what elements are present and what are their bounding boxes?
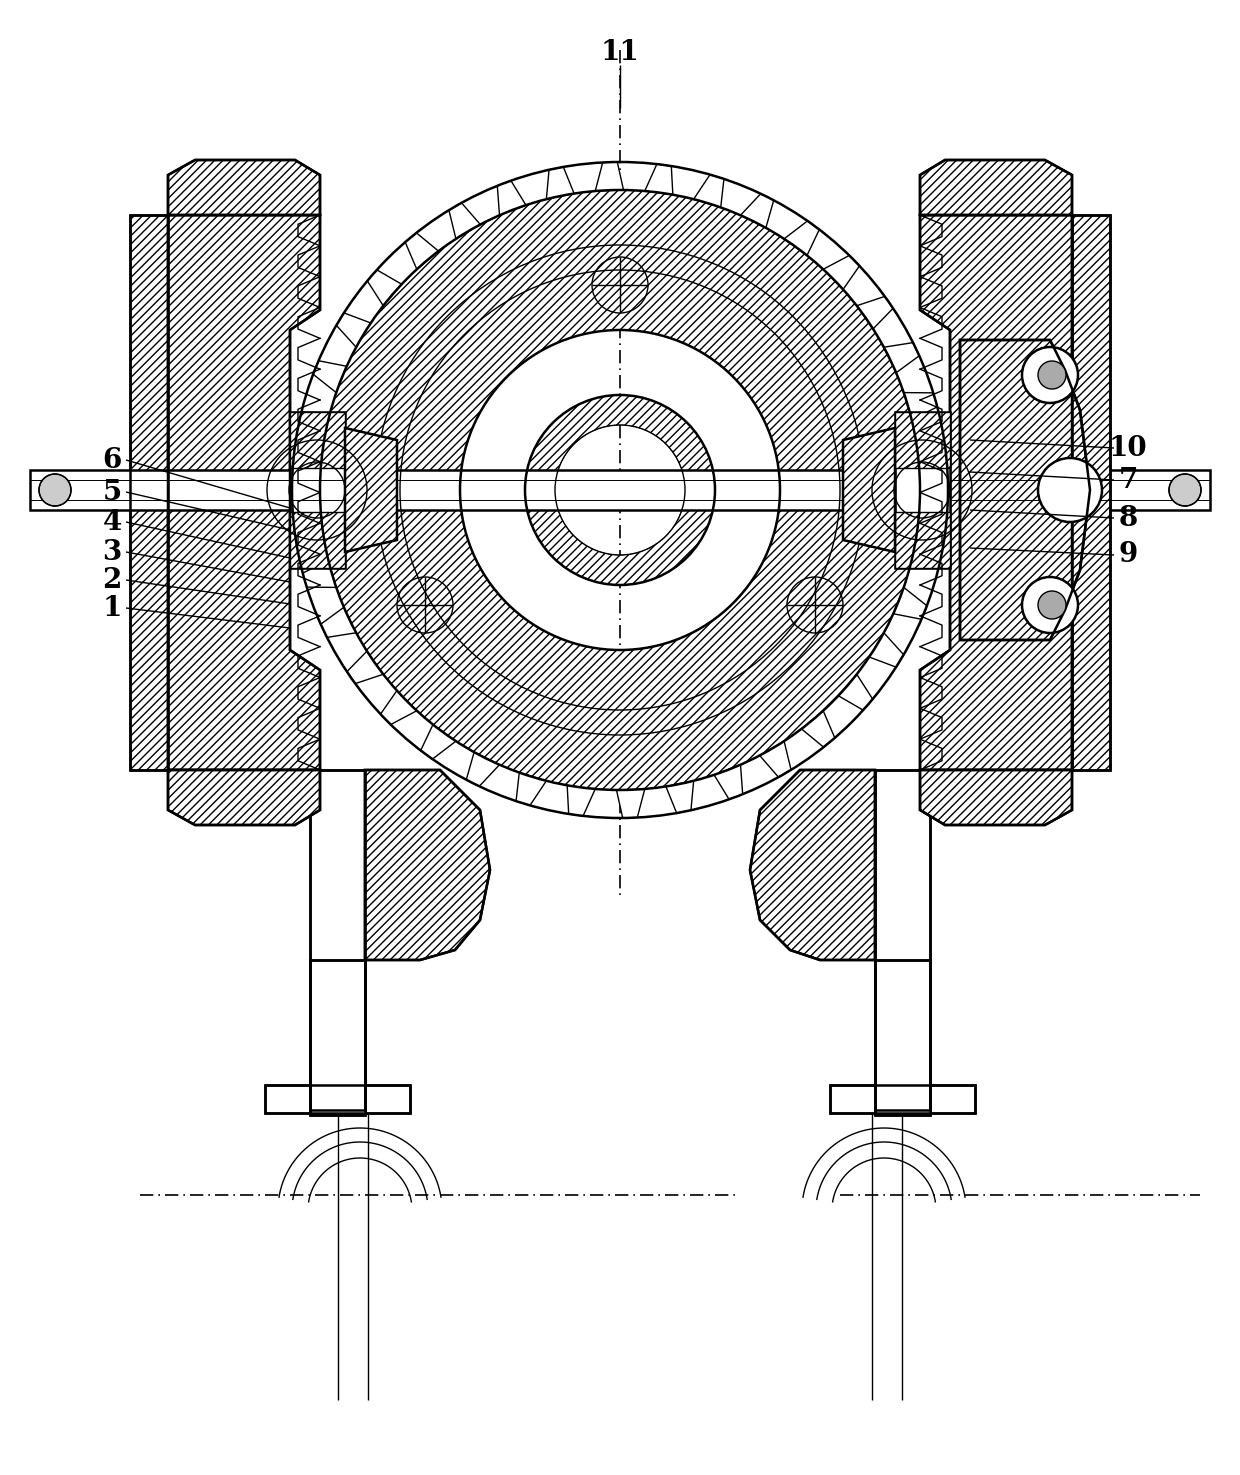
Polygon shape: [294, 512, 324, 540]
Bar: [310, 770, 365, 1111]
Polygon shape: [760, 740, 791, 777]
Polygon shape: [299, 412, 330, 441]
Polygon shape: [321, 608, 356, 637]
Text: 5: 5: [103, 478, 122, 506]
Polygon shape: [466, 752, 500, 786]
Bar: [1073, 215, 1110, 770]
Polygon shape: [801, 711, 835, 748]
Polygon shape: [449, 204, 480, 239]
Bar: [290, 512, 345, 568]
Polygon shape: [893, 587, 926, 620]
Polygon shape: [345, 428, 397, 552]
Polygon shape: [516, 773, 547, 805]
Bar: [130, 215, 167, 770]
Polygon shape: [645, 164, 673, 195]
Polygon shape: [843, 428, 895, 552]
Bar: [895, 412, 950, 568]
Polygon shape: [405, 233, 439, 270]
Polygon shape: [595, 162, 624, 192]
Polygon shape: [293, 462, 321, 490]
Polygon shape: [693, 174, 724, 208]
Polygon shape: [884, 342, 919, 373]
Polygon shape: [960, 341, 1090, 640]
Polygon shape: [347, 650, 383, 683]
Polygon shape: [167, 215, 320, 770]
Polygon shape: [916, 441, 946, 469]
Polygon shape: [567, 785, 595, 816]
Text: 4: 4: [103, 509, 122, 535]
Bar: [875, 770, 930, 1111]
Polygon shape: [750, 770, 875, 960]
Polygon shape: [920, 159, 1073, 215]
Text: 9: 9: [1118, 541, 1137, 568]
Bar: [290, 412, 345, 568]
Polygon shape: [784, 221, 820, 255]
Polygon shape: [838, 674, 873, 709]
Text: 10: 10: [1109, 435, 1147, 462]
Polygon shape: [616, 789, 645, 819]
Bar: [1073, 215, 1110, 770]
Circle shape: [1022, 347, 1078, 403]
Polygon shape: [904, 392, 937, 420]
Circle shape: [1038, 361, 1066, 389]
Polygon shape: [525, 395, 715, 586]
Bar: [830, 1086, 975, 1114]
Text: 2: 2: [103, 566, 122, 593]
Polygon shape: [314, 361, 347, 392]
Polygon shape: [547, 167, 574, 199]
Bar: [265, 1086, 410, 1114]
Polygon shape: [167, 770, 320, 825]
Polygon shape: [920, 770, 1073, 825]
Polygon shape: [381, 690, 417, 724]
Bar: [830, 1086, 975, 1114]
Polygon shape: [910, 540, 941, 568]
Bar: [875, 770, 930, 1111]
Bar: [875, 960, 930, 1115]
Bar: [310, 770, 365, 1111]
Circle shape: [38, 473, 71, 506]
Circle shape: [1038, 591, 1066, 620]
Polygon shape: [869, 633, 904, 667]
Polygon shape: [857, 296, 893, 329]
Circle shape: [1022, 577, 1078, 633]
Polygon shape: [367, 270, 402, 305]
Bar: [130, 215, 167, 770]
Polygon shape: [497, 180, 526, 215]
Polygon shape: [919, 490, 947, 518]
Text: 8: 8: [1118, 504, 1137, 531]
Polygon shape: [740, 193, 774, 227]
Text: 6: 6: [103, 447, 122, 473]
Polygon shape: [823, 255, 859, 289]
Circle shape: [1169, 473, 1202, 506]
Polygon shape: [365, 770, 490, 960]
Polygon shape: [666, 780, 693, 813]
Polygon shape: [920, 215, 1073, 770]
Bar: [290, 412, 345, 468]
Bar: [265, 1086, 410, 1114]
Bar: [310, 960, 365, 1115]
Polygon shape: [336, 313, 371, 347]
Polygon shape: [167, 159, 320, 215]
Polygon shape: [714, 764, 743, 799]
Text: 1: 1: [103, 594, 122, 621]
Text: 11: 11: [600, 38, 640, 65]
Bar: [875, 960, 930, 1115]
Polygon shape: [420, 724, 456, 760]
Text: 3: 3: [103, 538, 122, 565]
Bar: [30, 471, 1210, 510]
Bar: [895, 412, 950, 468]
Circle shape: [1038, 459, 1102, 522]
Polygon shape: [303, 560, 336, 587]
Polygon shape: [320, 190, 920, 791]
Bar: [310, 960, 365, 1115]
Bar: [895, 512, 950, 568]
Text: 7: 7: [1118, 466, 1137, 494]
